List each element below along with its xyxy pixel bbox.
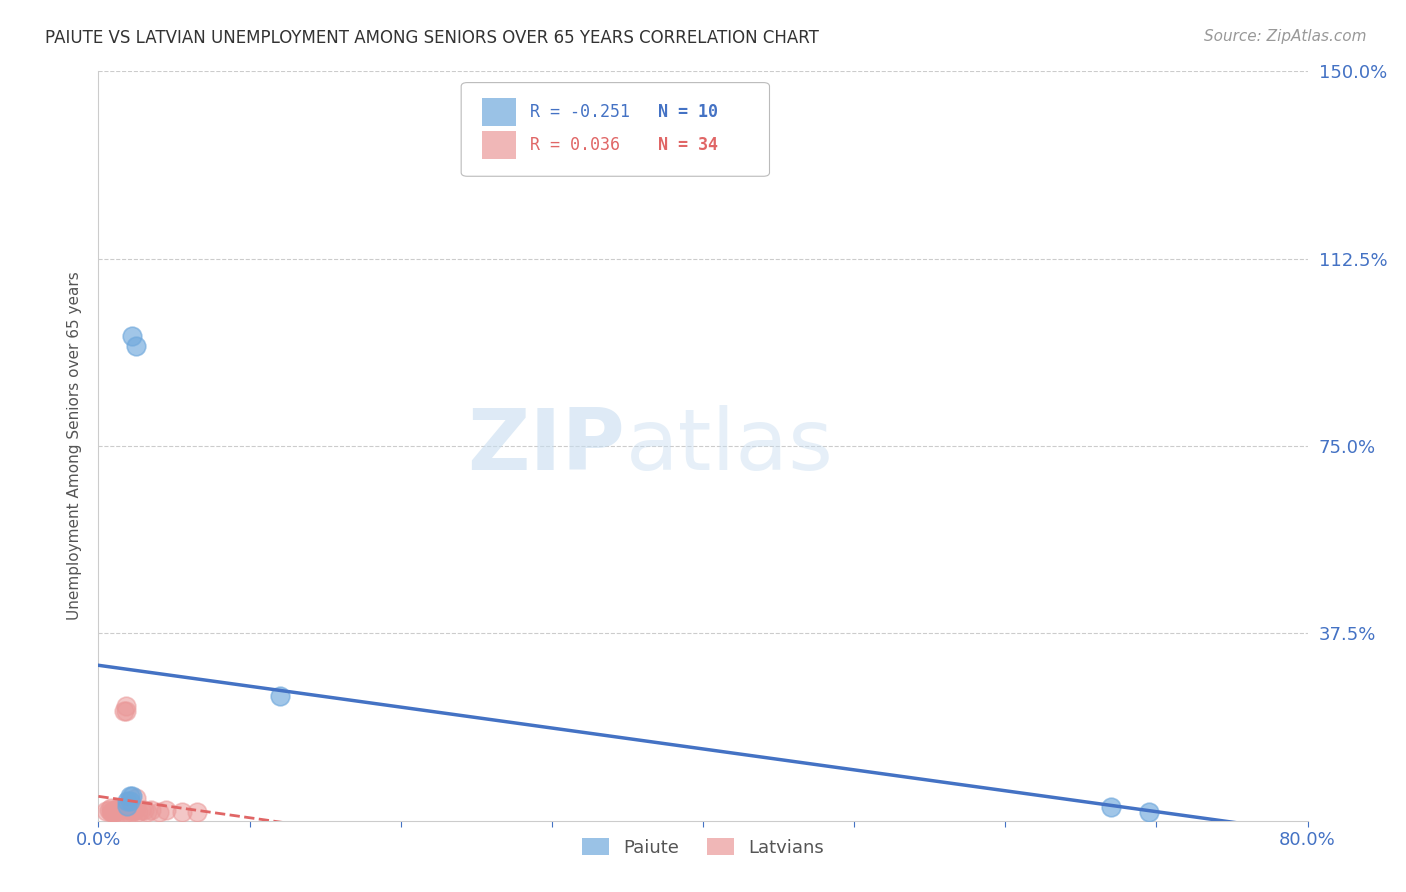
Point	[100, 801, 122, 815]
Point	[155, 803, 177, 817]
Point	[115, 798, 138, 813]
Point	[103, 803, 125, 817]
Text: N = 10: N = 10	[658, 103, 718, 120]
Point	[110, 805, 132, 819]
Point	[114, 698, 136, 713]
Text: Source: ZipAtlas.com: Source: ZipAtlas.com	[1204, 29, 1367, 44]
Point	[125, 791, 148, 805]
Point	[107, 801, 129, 815]
Point	[110, 803, 132, 817]
Point	[94, 804, 117, 818]
Point	[121, 805, 143, 819]
Point	[135, 805, 157, 819]
Text: ZIP: ZIP	[467, 404, 624, 488]
Point	[108, 803, 131, 817]
FancyBboxPatch shape	[482, 97, 516, 126]
Point	[141, 803, 163, 817]
Point	[103, 805, 125, 819]
Text: atlas: atlas	[626, 404, 834, 488]
Point	[118, 803, 141, 817]
Point	[101, 805, 124, 819]
Point	[120, 789, 142, 803]
Point	[121, 789, 143, 803]
Point	[186, 805, 208, 819]
Point	[104, 805, 127, 819]
Point	[170, 805, 193, 819]
Point	[105, 803, 128, 817]
Point	[124, 803, 146, 817]
Text: N = 34: N = 34	[658, 136, 718, 153]
Point	[114, 704, 136, 718]
Point	[120, 794, 142, 808]
Point	[1099, 799, 1122, 814]
Point	[1137, 805, 1160, 819]
Point	[100, 805, 122, 819]
Point	[115, 794, 138, 808]
Y-axis label: Unemployment Among Seniors over 65 years: Unemployment Among Seniors over 65 years	[67, 272, 83, 620]
Point	[129, 803, 152, 817]
Point	[111, 801, 134, 815]
FancyBboxPatch shape	[482, 130, 516, 159]
Legend: Paiute, Latvians: Paiute, Latvians	[575, 830, 831, 864]
Text: R = 0.036: R = 0.036	[530, 136, 620, 153]
Point	[122, 803, 145, 817]
Point	[148, 805, 170, 819]
Point	[121, 803, 143, 817]
Text: PAIUTE VS LATVIAN UNEMPLOYMENT AMONG SENIORS OVER 65 YEARS CORRELATION CHART: PAIUTE VS LATVIAN UNEMPLOYMENT AMONG SEN…	[45, 29, 818, 46]
Point	[115, 805, 138, 819]
Point	[121, 329, 143, 343]
FancyBboxPatch shape	[461, 83, 769, 177]
Point	[132, 803, 155, 817]
Point	[269, 689, 291, 703]
Point	[98, 803, 121, 817]
Point	[127, 805, 149, 819]
Point	[120, 801, 142, 815]
Point	[125, 339, 148, 353]
Point	[112, 704, 135, 718]
Text: R = -0.251: R = -0.251	[530, 103, 630, 120]
